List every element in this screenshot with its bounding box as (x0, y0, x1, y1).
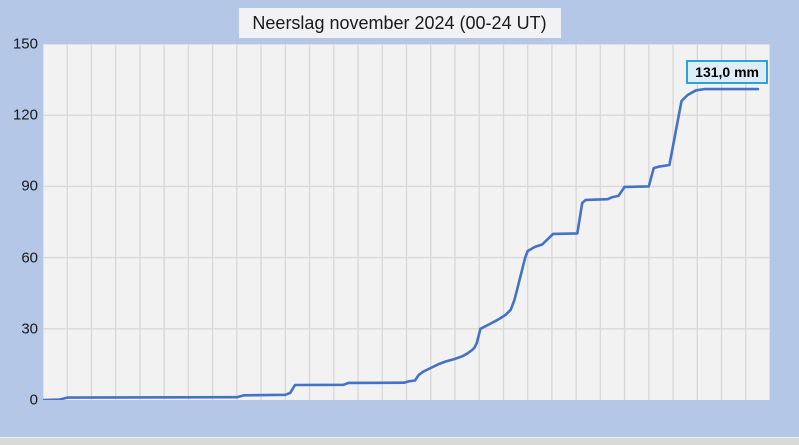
y-axis: 0 30 60 90 120 150 (0, 0, 38, 445)
chart-title: Neerslag november 2024 (00-24 UT) (238, 8, 561, 38)
value-callout-text: 131,0 mm (695, 64, 759, 80)
precipitation-line (43, 87, 760, 400)
y-axis-tick-label: 90 (21, 177, 38, 195)
bottom-edge-strip (0, 437, 799, 445)
y-axis-tick-label: 150 (12, 35, 38, 53)
value-callout: 131,0 mm (686, 60, 768, 84)
plot-area (43, 44, 770, 400)
y-axis-tick-label: 120 (12, 106, 38, 124)
y-axis-tick-label: 60 (21, 249, 38, 267)
y-axis-tick-label: 30 (21, 320, 38, 338)
y-axis-tick-label: 0 (29, 391, 38, 409)
